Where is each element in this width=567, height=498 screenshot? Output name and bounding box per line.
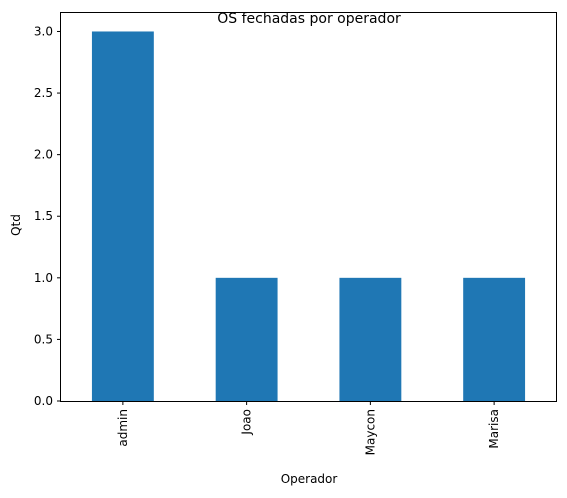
y-tick-label: 0.0 (34, 394, 53, 408)
x-tick-label: admin (116, 409, 130, 447)
y-axis-label: Qtd (9, 214, 23, 236)
chart-title: OS fechadas por operador (217, 11, 401, 27)
y-tick-label: 2.5 (34, 86, 53, 100)
bar-marisa (463, 278, 525, 401)
bar-joao (216, 278, 278, 401)
y-tick-label: 3.0 (34, 24, 53, 38)
y-tick-label: 1.0 (34, 271, 53, 285)
x-tick-label: Maycon (363, 409, 377, 455)
bar-maycon (339, 278, 401, 401)
bar-admin (92, 31, 154, 401)
x-tick-label: Joao (240, 409, 254, 436)
y-tick-label: 1.5 (34, 209, 53, 223)
y-tick-label: 0.5 (34, 332, 53, 346)
y-tick-label: 2.0 (34, 148, 53, 162)
x-tick-label: Marisa (487, 409, 501, 449)
x-axis-label: Operador (281, 472, 338, 486)
